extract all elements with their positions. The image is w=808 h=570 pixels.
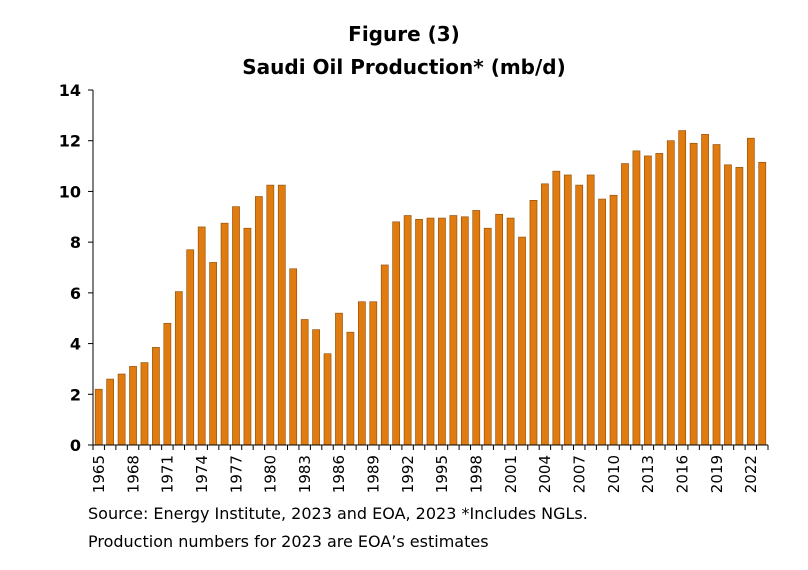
bar-1995 xyxy=(438,217,446,446)
bar-1974 xyxy=(197,226,206,446)
bar-1972 xyxy=(174,291,183,446)
bar-2014 xyxy=(655,153,664,446)
bar-2011 xyxy=(621,163,629,446)
bar-1967 xyxy=(117,373,126,446)
bar-1968 xyxy=(129,366,137,446)
bar-1976 xyxy=(220,222,229,446)
x-tick-label-2001: 2001 xyxy=(502,455,520,493)
bar-1996 xyxy=(449,215,458,446)
bar-chart: 0 2 4 6 8 10 12 14 1965 1968 1971 1974 1977 1980 1983 1… xyxy=(59,81,769,493)
x-tick-label-1986: 1986 xyxy=(330,455,348,493)
x-tick-label-2007: 2007 xyxy=(570,455,588,493)
x-tick-label-2019: 2019 xyxy=(708,455,726,493)
bar-2005 xyxy=(552,170,561,446)
bar-2006 xyxy=(563,174,572,446)
chart-title-line2: Saudi Oil Production* (mb/d) xyxy=(242,55,566,79)
x-tick-label-1974: 1974 xyxy=(193,455,211,493)
bar-1989 xyxy=(369,301,378,446)
x-tick-label-1998: 1998 xyxy=(468,455,486,493)
y-tick-label-10: 10 xyxy=(59,182,81,201)
bar-1970 xyxy=(152,347,160,446)
bar-1986 xyxy=(335,312,343,446)
bar-2018 xyxy=(701,134,709,446)
bar-2017 xyxy=(689,142,698,446)
bar-1988 xyxy=(358,301,366,446)
bar-2012 xyxy=(632,150,641,446)
x-tick-label-1965: 1965 xyxy=(90,455,108,493)
chart-title-line1: Figure (3) xyxy=(348,22,460,46)
x-tick-label-1968: 1968 xyxy=(124,455,142,493)
x-tick-label-2004: 2004 xyxy=(536,455,554,493)
bar-1987 xyxy=(346,331,355,446)
x-tick-label-2013: 2013 xyxy=(639,455,657,493)
bar-1991 xyxy=(392,221,401,446)
y-tick-label-6: 6 xyxy=(70,284,81,303)
bar-1978 xyxy=(243,227,252,446)
x-tick-label-1971: 1971 xyxy=(159,455,177,493)
bar-2004 xyxy=(541,183,549,446)
bar-2007 xyxy=(575,184,584,446)
bar-2015 xyxy=(666,140,675,446)
bar-2023 xyxy=(758,161,767,446)
bar-1994 xyxy=(426,217,435,446)
bar-2002 xyxy=(518,236,526,446)
bar-2000 xyxy=(495,213,503,446)
bar-1975 xyxy=(209,262,217,446)
source-note-line2: Production numbers for 2023 are EOA’s es… xyxy=(88,532,489,551)
x-tick-label-1989: 1989 xyxy=(365,455,383,493)
y-tick-label-8: 8 xyxy=(70,233,81,252)
y-tick-label-14: 14 xyxy=(59,81,81,100)
x-tick-label-1977: 1977 xyxy=(227,455,245,493)
bar-2021 xyxy=(735,167,744,446)
y-tick-label-4: 4 xyxy=(70,335,81,354)
bar-2022 xyxy=(746,137,755,446)
bar-2010 xyxy=(609,194,618,446)
bar-1981 xyxy=(277,184,286,446)
bar-1998 xyxy=(472,210,481,446)
bar-1977 xyxy=(232,206,240,446)
bar-1992 xyxy=(403,215,412,446)
x-tick-label-1980: 1980 xyxy=(262,455,280,493)
x-tick-label-2016: 2016 xyxy=(673,455,691,493)
bar-2003 xyxy=(529,200,538,446)
bar-2009 xyxy=(598,198,606,446)
bar-2013 xyxy=(644,155,652,446)
bar-1982 xyxy=(289,268,298,446)
source-note-line1: Source: Energy Institute, 2023 and EOA, … xyxy=(88,504,588,523)
y-tick-label-0: 0 xyxy=(70,436,81,455)
bar-1966 xyxy=(106,378,115,446)
x-tick-label-1992: 1992 xyxy=(399,455,417,493)
x-tick-label-1995: 1995 xyxy=(433,455,451,493)
bar-1965 xyxy=(94,388,103,446)
bar-1985 xyxy=(323,353,332,446)
bar-1990 xyxy=(380,264,389,446)
bar-2020 xyxy=(724,164,732,446)
x-tick-label-2010: 2010 xyxy=(605,455,623,493)
bar-1971 xyxy=(163,322,172,446)
x-tick-label-1983: 1983 xyxy=(296,455,314,493)
bar-1999 xyxy=(483,227,492,446)
bar-1980 xyxy=(266,184,275,446)
bar-1969 xyxy=(140,362,149,446)
bar-2019 xyxy=(712,144,721,446)
x-tick-label-2022: 2022 xyxy=(742,455,760,493)
bar-1983 xyxy=(300,319,309,446)
bar-2001 xyxy=(506,217,515,446)
bar-2008 xyxy=(586,174,595,446)
bar-2016 xyxy=(678,130,687,446)
bar-1984 xyxy=(312,329,320,446)
bar-1997 xyxy=(460,216,469,446)
bar-1993 xyxy=(415,219,423,446)
y-tick-label-2: 2 xyxy=(70,385,81,404)
bar-1973 xyxy=(186,249,195,446)
bar-1979 xyxy=(255,196,263,446)
y-tick-label-12: 12 xyxy=(59,132,81,151)
